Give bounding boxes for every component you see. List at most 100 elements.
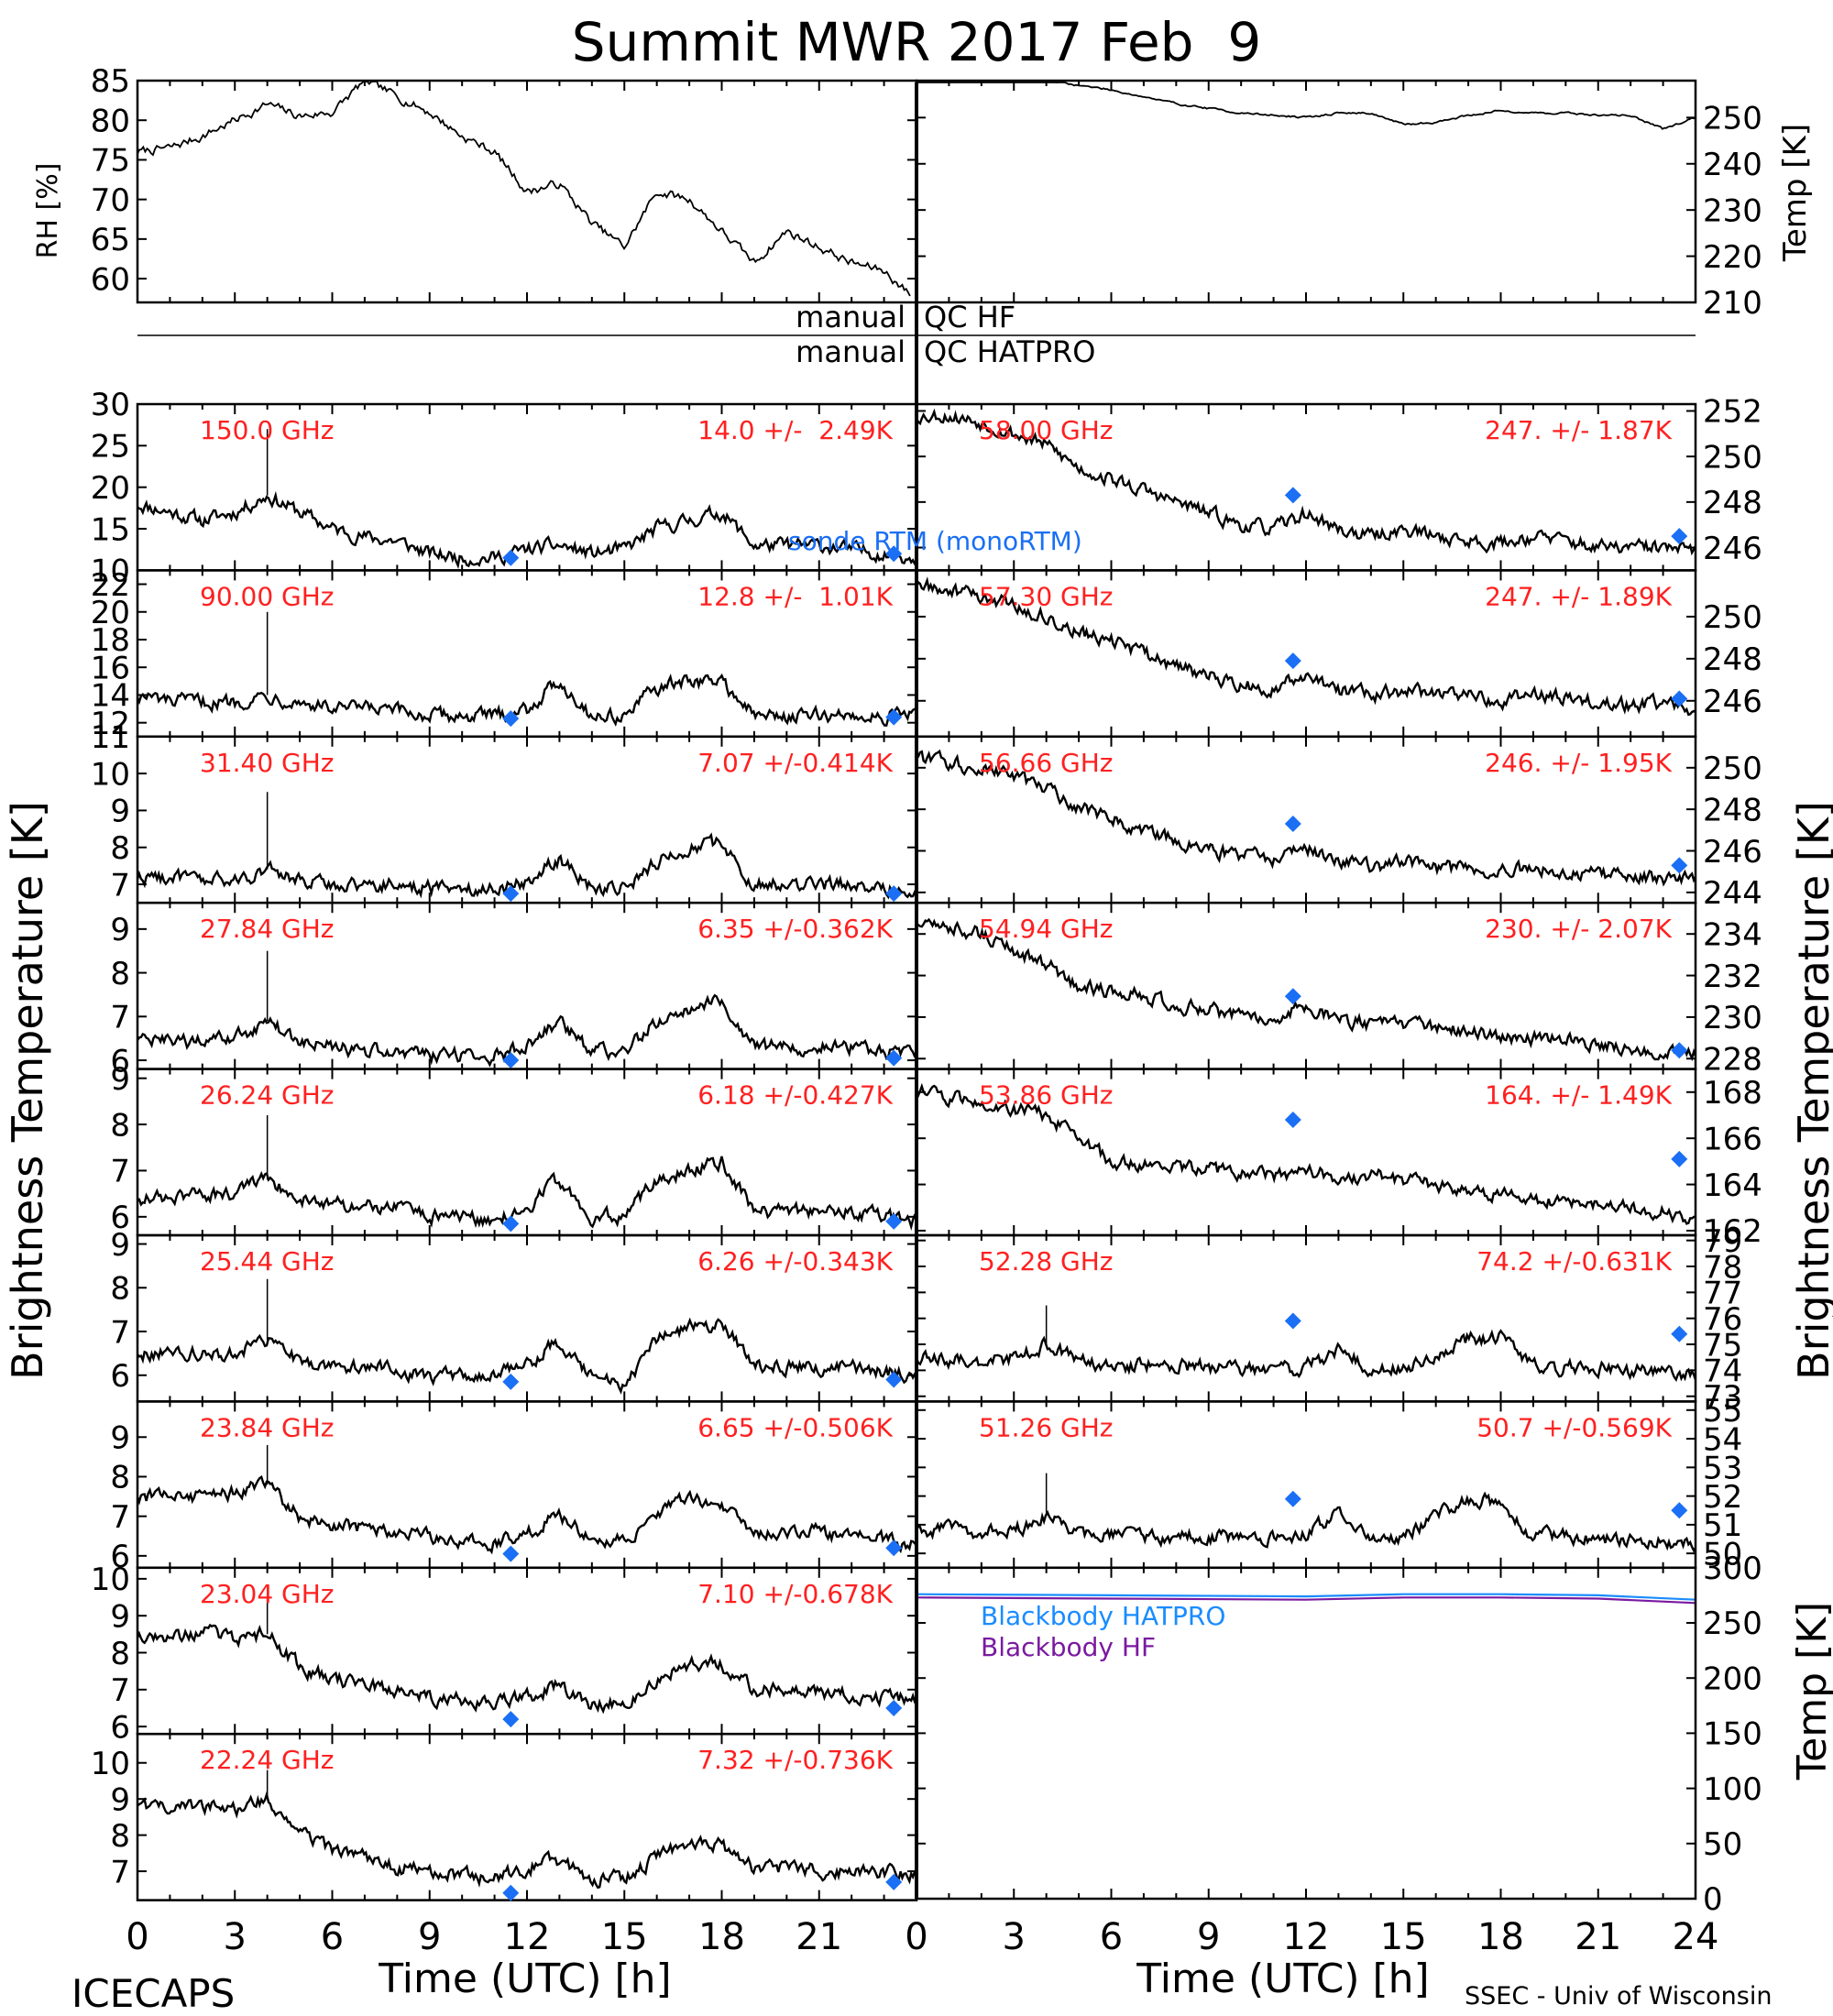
bb-panel-ytick-label: 0 — [1703, 1881, 1723, 1918]
hatpro-channel-4-ytick-label: 162 — [1703, 1213, 1762, 1250]
tb-ylabel-left: Brightness Temperature [K] — [3, 801, 52, 1380]
hatpro-channel-0-ytick-label: 250 — [1703, 439, 1762, 476]
hf-channel-7-ytick-label: 10 — [91, 1561, 130, 1598]
hf-channel-7-sonde-marker-0 — [502, 1711, 520, 1728]
hf-channel-2-ytick-label: 8 — [110, 830, 130, 867]
hf-channel-5-sonde-marker-0 — [502, 1373, 520, 1390]
hf-channel-2-ytick-label: 11 — [91, 719, 130, 756]
temp-panel-ytick-label: 250 — [1703, 101, 1762, 137]
hf-channel-5-stats-label: 6.26 +/-0.343K — [697, 1246, 893, 1276]
hf-channel-2-sonde-marker-1 — [885, 885, 903, 903]
rh-ylabel: RH [%] — [32, 163, 64, 259]
rh-panel-ytick-label: 80 — [91, 103, 130, 139]
hatpro-channel-0-ytick-label: 248 — [1703, 485, 1762, 521]
bb-panel-ytick-label: 250 — [1703, 1605, 1762, 1642]
hf-channel-2-freq-label: 31.40 GHz — [200, 748, 335, 778]
hf-channel-2-ytick-label: 7 — [110, 867, 130, 904]
hatpro-channel-1-freq-label: 57.30 GHz — [979, 581, 1114, 611]
hatpro-channel-6-freq-label: 51.26 GHz — [979, 1412, 1114, 1442]
hatpro-channel-3-ytick-label: 230 — [1703, 1000, 1762, 1036]
bb-panel-xtick-label: 21 — [1575, 1916, 1621, 1958]
hf-channel-5-series-line — [137, 1317, 918, 1395]
hf-channel-8-ytick-label: 9 — [110, 1781, 130, 1818]
hf-channel-3-series-line — [137, 993, 917, 1068]
temp-panel-ytick-label: 210 — [1703, 285, 1762, 322]
bb-panel-xtick-label: 6 — [1100, 1916, 1123, 1958]
hf-channel-0-ytick-label: 10 — [91, 553, 130, 590]
hf-channel-3-ytick-label: 6 — [110, 1043, 130, 1079]
hf-channel-2-stats-label: 7.07 +/-0.414K — [697, 748, 893, 778]
blackbody-panel: 0 3 6 9 12 15 18 21 24050100150200250300Blackbod… — [905, 1550, 1762, 1958]
hatpro-channel-4-sonde-marker-0 — [1284, 1112, 1301, 1129]
hatpro-channel-0-stats-label: 247. +/- 1.87K — [1485, 415, 1672, 445]
hf-channel-5-ytick-label: 6 — [110, 1358, 130, 1395]
hf-channel-0-ytick-label: 20 — [91, 470, 130, 507]
temp-ylabel: Temp [K] — [1777, 124, 1814, 262]
hatpro-channel-4-ytick-label: 166 — [1703, 1121, 1762, 1157]
tb-ylabel-right: Brightness Temperature [K] — [1789, 801, 1833, 1380]
hf-channel-5-freq-label: 25.44 GHz — [200, 1246, 335, 1276]
hatpro-channel-4-series-line — [916, 1082, 1696, 1225]
hf-channel-8-freq-label: 22.24 GHz — [200, 1745, 335, 1775]
hf-channel-6-freq-label: 23.84 GHz — [200, 1412, 335, 1442]
qc-left-2: manual — [796, 334, 906, 369]
bb-panel-ytick-label: 100 — [1703, 1771, 1762, 1808]
hf-channel-4-freq-label: 26.24 GHz — [200, 1080, 335, 1111]
hatpro-channel-2-sonde-marker-1 — [1671, 857, 1688, 874]
hatpro-channel-2-ytick-label: 244 — [1703, 875, 1762, 912]
hatpro-channel-1-ytick-label: 248 — [1703, 641, 1762, 678]
hf-channel-0-ytick-label: 25 — [91, 429, 130, 466]
hatpro-channel-1-series-line — [915, 576, 1696, 717]
hf-channel-7-stats-label: 7.10 +/-0.678K — [697, 1579, 893, 1609]
hf-channel-4-ytick-label: 6 — [110, 1200, 130, 1236]
hf-channel-8-sonde-marker-1 — [885, 1873, 903, 1890]
hatpro-channel-2-ytick-label: 250 — [1703, 751, 1762, 787]
hf-channel-3-ytick-label: 7 — [110, 1000, 130, 1036]
bb-ylabel: Temp [K] — [1789, 1602, 1833, 1780]
hatpro-channel-0-series-line — [915, 408, 1697, 556]
hatpro-channel-2-series-line — [915, 749, 1697, 887]
hf-channel-3-freq-label: 27.84 GHz — [200, 914, 335, 944]
hatpro-channel-2-ytick-label: 246 — [1703, 834, 1762, 871]
rh-series-line — [137, 81, 911, 297]
hf-channel-7-ytick-label: 8 — [110, 1636, 130, 1672]
rh-panel-ytick-label: 75 — [91, 143, 130, 180]
hf-xtick-label: 6 — [321, 1916, 344, 1958]
hatpro-channel-4-stats-label: 164. +/- 1.49K — [1485, 1080, 1672, 1111]
bb-legend-hatpro: Blackbody HATPRO — [981, 1601, 1225, 1631]
hatpro-channel-2-ytick-label: 248 — [1703, 792, 1762, 828]
hf-channel-2-ytick-label: 10 — [91, 756, 130, 793]
hf-channel-4-sonde-marker-1 — [885, 1212, 903, 1230]
hatpro-channel-3-ytick-label: 232 — [1703, 959, 1762, 995]
hf-channel-3-ytick-label: 9 — [110, 912, 130, 948]
hatpro-channel-0-ytick-label: 252 — [1703, 394, 1762, 431]
hf-channel-4-ytick-label: 8 — [110, 1107, 130, 1144]
hf-xtick-label: 0 — [126, 1916, 148, 1958]
hf-channel-3-ytick-label: 8 — [110, 956, 130, 992]
hatpro-channel-6-ytick-label: 55 — [1703, 1393, 1742, 1430]
hatpro-channel-1: 246 248 250 57.30 GHz 247. +/- 1.89K — [915, 569, 1762, 739]
hatpro-channel-5-sonde-marker-0 — [1284, 1312, 1301, 1330]
hf-channel-5-ytick-label: 8 — [110, 1271, 130, 1308]
hf-channel-7-freq-label: 23.04 GHz — [200, 1579, 335, 1609]
hatpro-channel-6-ytick-label: 50 — [1703, 1536, 1742, 1572]
hf-channel-3-sonde-marker-1 — [885, 1049, 903, 1067]
hf-channel-0-sonde-marker-1 — [885, 545, 903, 563]
hatpro-channel-1-stats-label: 247. +/- 1.89K — [1485, 581, 1672, 611]
sonde-legend: sonde RTM (monoRTM) — [788, 526, 1082, 556]
hatpro-channel-3-series-line — [916, 917, 1697, 1062]
hatpro-channel-1-sonde-marker-0 — [1284, 652, 1301, 670]
hatpro-channel-6-ytick-label: 54 — [1703, 1421, 1742, 1458]
hatpro-channel-6-ytick-label: 52 — [1703, 1479, 1742, 1516]
hf-xtick-label: 3 — [224, 1916, 247, 1958]
bb-series-1 — [916, 1596, 1696, 1605]
hf-channel-3-stats-label: 6.35 +/-0.362K — [697, 914, 893, 944]
bb-panel-xtick-label: 9 — [1197, 1916, 1220, 1958]
hf-channel-5-ytick-label: 7 — [110, 1314, 130, 1351]
hf-channel-1-ytick-label: 22 — [91, 567, 130, 604]
hf-channel-0-freq-label: 150.0 GHz — [200, 415, 335, 445]
hatpro-channel-3-sonde-marker-0 — [1284, 988, 1301, 1005]
